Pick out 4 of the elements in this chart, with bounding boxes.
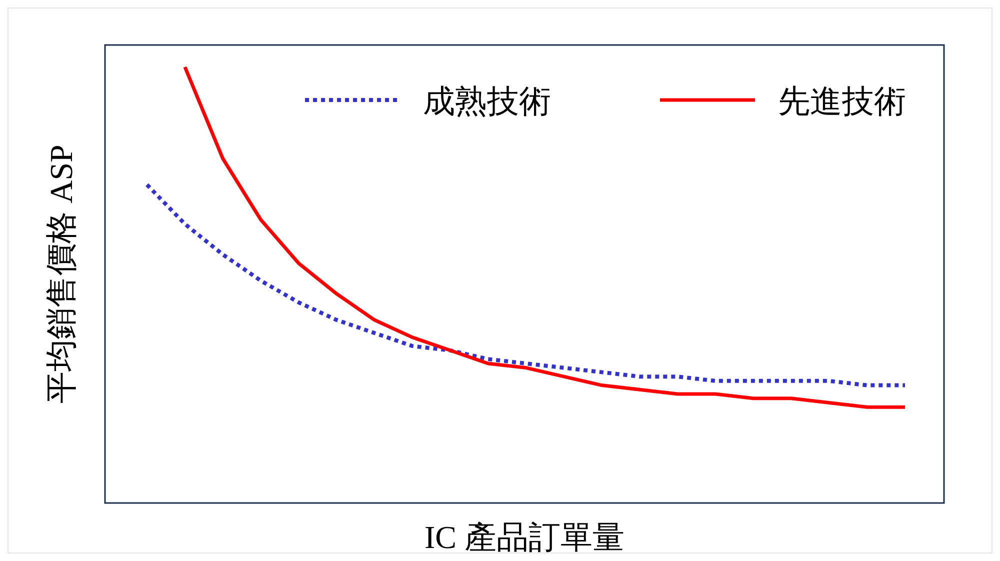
y-axis-title: 平均銷售價格 ASP <box>43 144 79 404</box>
legend-label: 成熟技術 <box>423 83 551 119</box>
legend-label: 先進技術 <box>778 83 906 119</box>
x-axis-title: IC 產品訂單量 <box>424 519 624 555</box>
